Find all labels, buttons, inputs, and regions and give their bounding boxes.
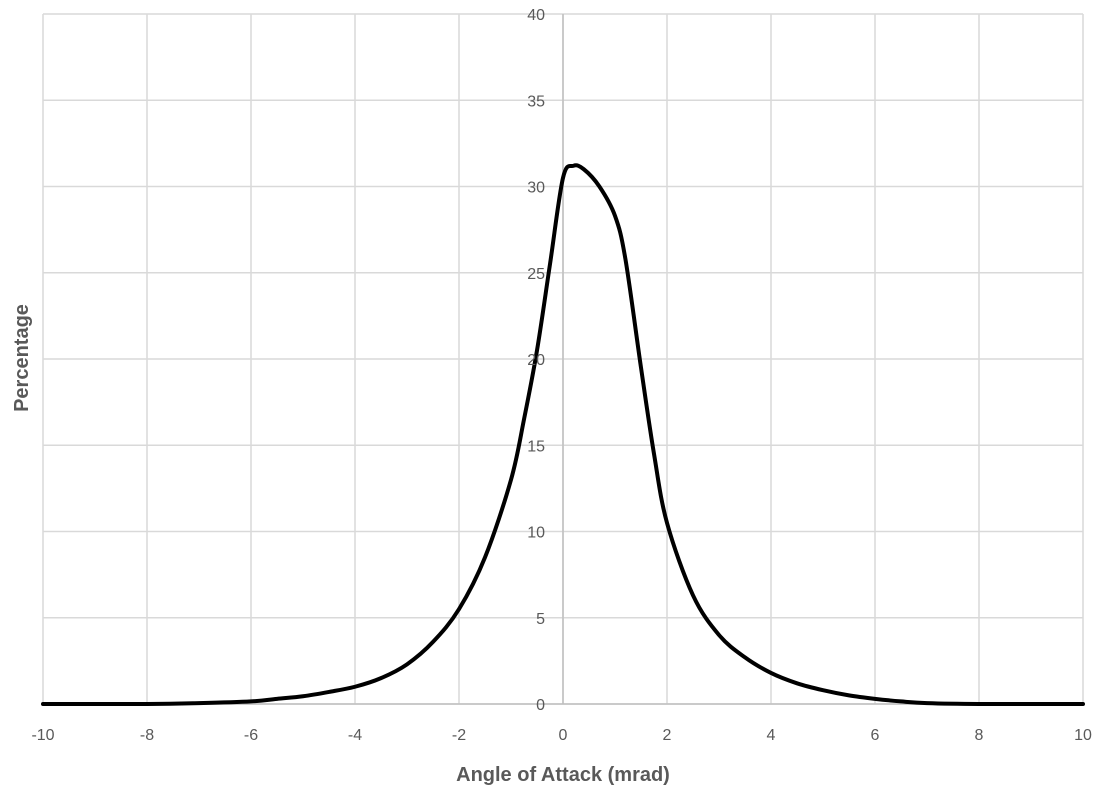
series-line [41,163,1085,707]
x-tick-label: 6 [871,727,880,744]
y-tick-label: 5 [536,611,545,628]
series-layer [41,163,1085,707]
y-axis-title: Percentage [11,304,33,412]
x-axis-title: Angle of Attack (mrad) [456,764,670,786]
x-tick-label: 2 [663,727,672,744]
y-tick-label: 35 [527,93,545,110]
y-tick-label: 30 [527,180,545,197]
y-tick-label: 0 [536,697,545,714]
x-tick-label: 0 [559,727,568,744]
y-tick-label: 25 [527,266,545,283]
tick-labels: -10 -8 -6 -4 -2 0 2 4 6 8 10 0 5 10 15 20 25 30 35 40 [31,7,1092,744]
y-tick-label: 10 [527,525,545,542]
y-tick-label: 15 [527,438,545,455]
y-tick-label: 40 [527,7,545,24]
x-tick-label: 10 [1074,727,1092,744]
x-tick-label: -4 [348,727,362,744]
x-tick-label: -6 [244,727,258,744]
y-tick-label: 20 [527,352,545,369]
x-tick-label: -2 [452,727,466,744]
x-tick-label: -10 [31,727,54,744]
x-tick-label: 8 [975,727,984,744]
x-tick-label: -8 [140,727,154,744]
x-tick-label: 4 [767,727,776,744]
